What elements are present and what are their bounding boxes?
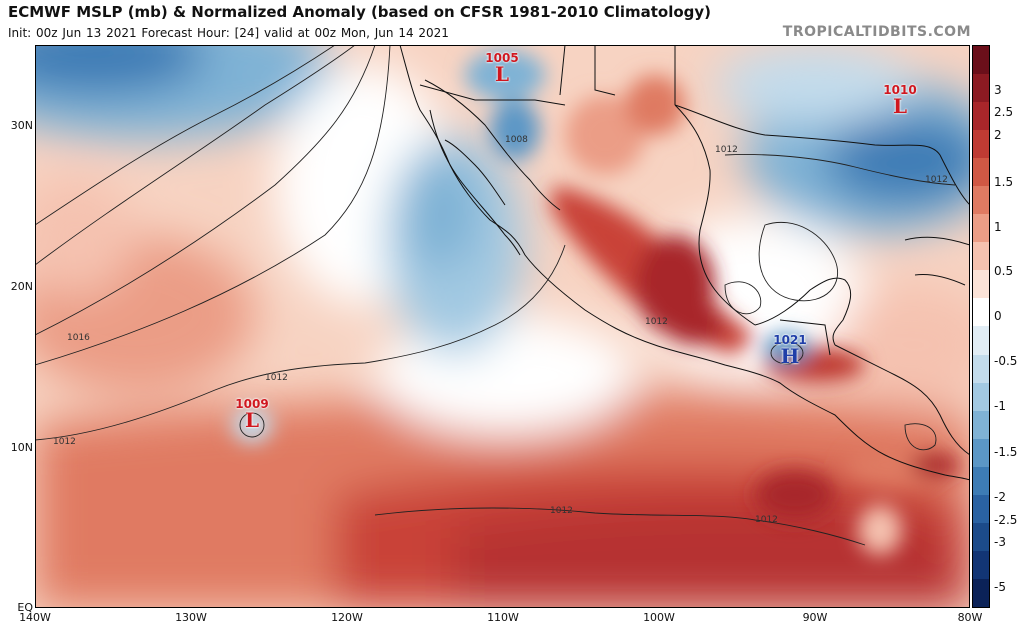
- isobar-label: 1016: [67, 333, 90, 343]
- colorbar-swatch: [973, 326, 989, 355]
- pressure-value: 1010: [883, 83, 917, 97]
- lon-label: 100W: [643, 611, 675, 624]
- colorbar-label: 2.5: [994, 105, 1014, 119]
- low-symbol: L: [244, 408, 260, 432]
- colorbar-label: -2: [994, 490, 1006, 504]
- lon-label: 140W: [19, 611, 51, 624]
- colorbar-swatch: [973, 270, 989, 299]
- low-pressure-center: 1009 L: [232, 397, 272, 432]
- low-symbol: L: [892, 94, 908, 118]
- colorbar-swatch: [973, 578, 989, 607]
- lon-label: 110W: [487, 611, 519, 624]
- lat-label: EQ: [17, 601, 33, 614]
- isobar-label: 1012: [645, 317, 668, 327]
- colorbar-swatch: [973, 46, 989, 75]
- lon-label: 130W: [175, 611, 207, 624]
- colorbar-label: 1.5: [994, 175, 1014, 189]
- pressure-value: 1009: [235, 397, 269, 411]
- low-symbol: L: [494, 62, 510, 86]
- colorbar-label: -0.5: [994, 354, 1018, 368]
- map-canvas: [35, 45, 970, 608]
- lon-label: 80W: [957, 611, 983, 624]
- lat-label: 20N: [10, 280, 33, 293]
- isobars: [35, 45, 956, 546]
- colorbar-swatch: [973, 466, 989, 495]
- colorbar-label: 3: [994, 83, 1002, 97]
- colorbar-label: -3: [994, 535, 1006, 549]
- colorbar-swatch: [973, 158, 989, 187]
- lon-label: 90W: [802, 611, 828, 624]
- colorbar-swatch: [973, 214, 989, 243]
- isobar-label: 1012: [925, 175, 948, 185]
- colorbar-swatch: [973, 522, 989, 551]
- colorbar-swatch: [973, 354, 989, 383]
- colorbar-swatch: [973, 298, 989, 327]
- colorbar-swatch: [973, 438, 989, 467]
- high-pressure-center: 1021 H: [770, 333, 810, 368]
- coastlines: [399, 45, 970, 481]
- low-pressure-center: 1005 L: [482, 51, 522, 86]
- brand-watermark: TROPICALTIDBITS.COM: [782, 24, 971, 40]
- colorbar-label: 2: [994, 128, 1002, 142]
- isobar-label: 1012: [715, 145, 738, 155]
- colorbar-swatch: [973, 186, 989, 215]
- colorbar-swatch: [973, 74, 989, 103]
- colorbar: [972, 45, 990, 608]
- colorbar-label: -5: [994, 580, 1006, 594]
- lon-label: 120W: [331, 611, 363, 624]
- low-pressure-center: 1010 L: [880, 83, 920, 118]
- colorbar-label: 0.5: [994, 264, 1014, 278]
- pressure-value: 1005: [485, 51, 519, 65]
- anomaly-map: 1016 1012 1012 1012 1012 1012 1008 1012 …: [35, 45, 970, 608]
- chart-title: ECMWF MSLP (mb) & Normalized Anomaly (ba…: [8, 3, 712, 21]
- isobar-label: 1012: [755, 515, 778, 525]
- lat-label: 10N: [10, 441, 33, 454]
- colorbar-label: -1: [994, 399, 1006, 413]
- colorbar-swatch: [973, 242, 989, 271]
- high-symbol: H: [780, 344, 800, 368]
- colorbar-swatch: [973, 102, 989, 131]
- colorbar-swatch: [973, 550, 989, 579]
- isobar-label: 1012: [53, 437, 76, 447]
- pressure-value: 1021: [773, 333, 807, 347]
- isobar-label: 1012: [550, 506, 573, 516]
- colorbar-label: 0: [994, 309, 1002, 323]
- colorbar-swatch: [973, 382, 989, 411]
- colorbar-swatch: [973, 130, 989, 159]
- isobar-label: 1008: [505, 135, 528, 145]
- chart-subtitle: Init: 00z Jun 13 2021 Forecast Hour: [24…: [8, 26, 449, 40]
- colorbar-swatch: [973, 494, 989, 523]
- colorbar-label: -1.5: [994, 445, 1018, 459]
- colorbar-label: 1: [994, 220, 1002, 234]
- lat-label: 30N: [10, 119, 33, 132]
- anomaly-field-detail: [232, 50, 960, 555]
- colorbar-swatch: [973, 410, 989, 439]
- colorbar-label: -2.5: [994, 513, 1018, 527]
- isobar-label: 1012: [265, 373, 288, 383]
